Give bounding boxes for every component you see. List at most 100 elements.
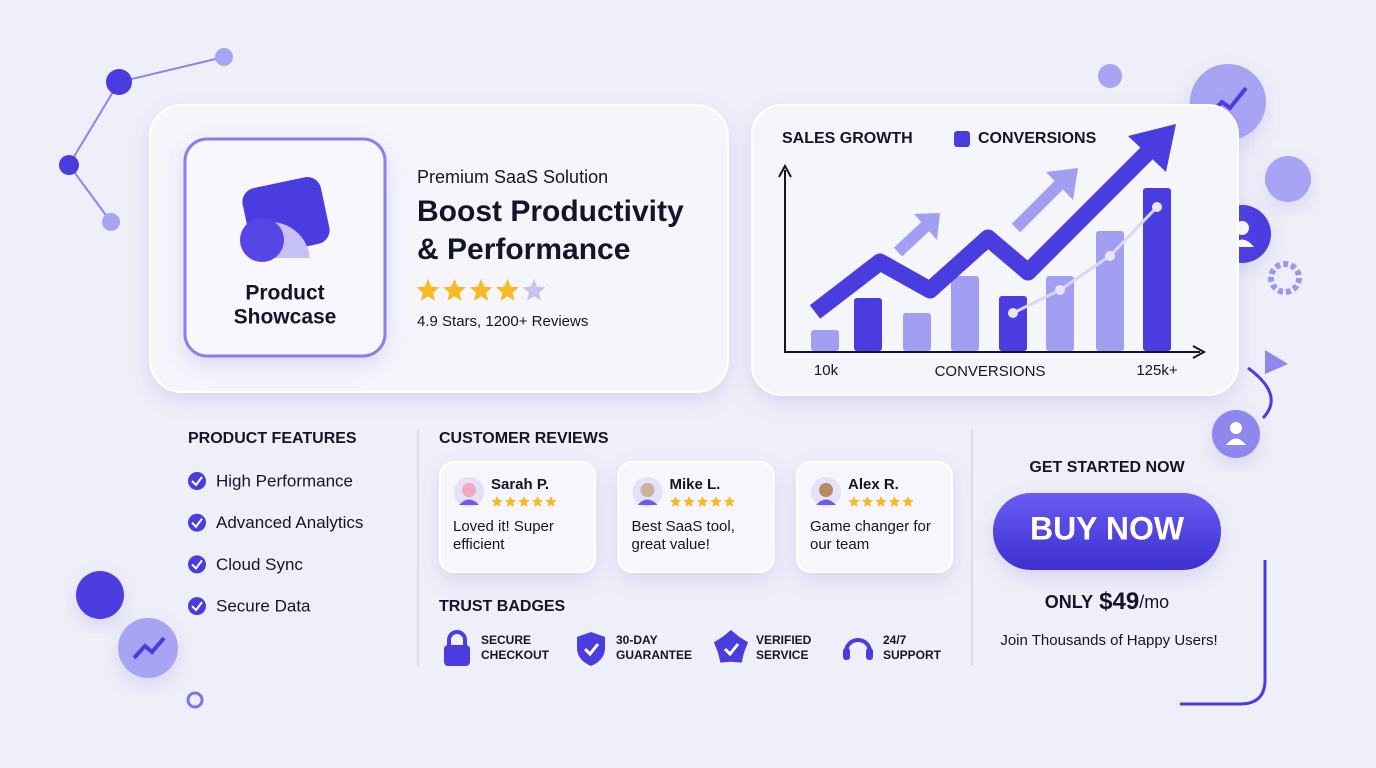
avatar-face <box>462 483 476 497</box>
kicker: Premium SaaS Solution <box>417 167 608 187</box>
avatar-body <box>637 499 658 505</box>
star <box>861 496 874 507</box>
badge-text: 30-DAY <box>616 633 658 647</box>
star <box>531 496 544 507</box>
feature-item: High Performance <box>216 471 353 490</box>
avatar-body <box>816 499 836 505</box>
star <box>504 496 517 507</box>
price: ONLY $49/mo <box>1045 588 1169 615</box>
check-mark <box>191 601 203 612</box>
x-start-label: 10k <box>814 362 839 379</box>
legend-label: CONVERSIONS <box>978 130 1097 147</box>
price-suffix: /mo <box>1139 592 1169 612</box>
hero-title: Boost Productivity <box>417 195 684 228</box>
badge-text: 24/7 <box>883 633 907 647</box>
badge-icon <box>713 630 749 663</box>
bar <box>854 298 882 351</box>
star <box>469 279 493 301</box>
reviewer-name: Mike L. <box>670 476 721 493</box>
review-text: Best SaaS tool, <box>632 518 735 535</box>
check-mark <box>191 559 203 570</box>
price-amount: $49 <box>1099 588 1139 615</box>
review-text: Loved it! Super <box>453 518 554 535</box>
buy-button[interactable]: BUY NOW <box>993 493 1221 570</box>
badge-icon <box>844 638 872 653</box>
section-heading: CUSTOMER REVIEWS <box>439 430 609 447</box>
star <box>875 496 887 507</box>
check-mark <box>191 476 203 487</box>
decorations <box>67 56 1273 709</box>
price-prefix: ONLY <box>1045 592 1093 612</box>
bar <box>811 330 839 351</box>
section-heading: PRODUCT FEATURES <box>188 430 357 447</box>
badge-icon <box>577 632 605 666</box>
bar <box>1096 231 1124 351</box>
bars <box>811 188 1171 351</box>
product-glyph-dot <box>240 218 284 262</box>
feature-list: High Performance Advanced Analytics Cloud … <box>188 471 363 616</box>
section-heading: TRUST BADGES <box>439 598 566 615</box>
badge-text: GUARANTEE <box>616 648 692 662</box>
badge-icon <box>866 648 873 660</box>
star <box>902 496 914 507</box>
review-text: great value! <box>632 536 710 553</box>
star <box>416 279 440 301</box>
bar <box>903 313 931 351</box>
badge-check <box>583 643 600 657</box>
star <box>710 496 722 507</box>
badge-text: CHECKOUT <box>481 648 550 662</box>
star <box>443 279 466 301</box>
star <box>696 496 709 507</box>
badge-text: SERVICE <box>756 648 808 662</box>
avatar-face <box>819 483 833 497</box>
badge-check <box>723 643 740 657</box>
hero-title: & Performance <box>417 233 630 266</box>
icon-label: Product <box>245 282 324 305</box>
star <box>518 496 530 507</box>
check-icon <box>188 472 206 490</box>
badge-text: SECURE <box>481 633 531 647</box>
badge-icon <box>447 630 467 646</box>
chart-title: SALES GROWTH <box>782 130 913 147</box>
trend-overlay <box>809 124 1176 319</box>
badge-text: VERIFIED <box>756 633 812 647</box>
check-icon <box>188 597 206 616</box>
x-axis-label: CONVERSIONS <box>935 363 1046 380</box>
bar <box>999 296 1027 351</box>
feature-item: Advanced Analytics <box>216 513 363 532</box>
feature-item: Secure Data <box>216 597 311 616</box>
avatar-face <box>640 483 655 497</box>
star <box>491 496 503 507</box>
badge-icon <box>843 648 850 660</box>
check-icon <box>188 513 206 532</box>
x-end-label: 125k+ <box>1136 362 1178 379</box>
check-icon <box>188 555 206 574</box>
bar <box>1143 188 1171 351</box>
reviewer-name: Alex R. <box>848 476 899 493</box>
star <box>848 496 860 507</box>
legend-swatch <box>954 131 970 147</box>
icon-label: Showcase <box>234 306 337 329</box>
star <box>723 496 736 507</box>
cta-heading: GET STARTED NOW <box>1029 459 1185 476</box>
review-text: efficient <box>453 536 505 553</box>
feature-item: Cloud Sync <box>216 555 303 574</box>
review-text: Game changer for <box>810 518 931 535</box>
rating-text: 4.9 Stars, 1200+ Reviews <box>417 313 588 330</box>
reviewer-name: Sarah P. <box>491 476 549 493</box>
star <box>522 279 546 301</box>
buy-button-label[interactable]: BUY NOW <box>1030 510 1185 546</box>
badge-icon <box>444 645 470 666</box>
star <box>888 496 901 507</box>
star <box>669 496 682 507</box>
buy-button-bg[interactable] <box>993 493 1221 570</box>
chart-axes <box>778 163 1207 359</box>
rating-stars <box>416 279 546 301</box>
star <box>545 496 557 507</box>
check-mark <box>191 518 203 529</box>
